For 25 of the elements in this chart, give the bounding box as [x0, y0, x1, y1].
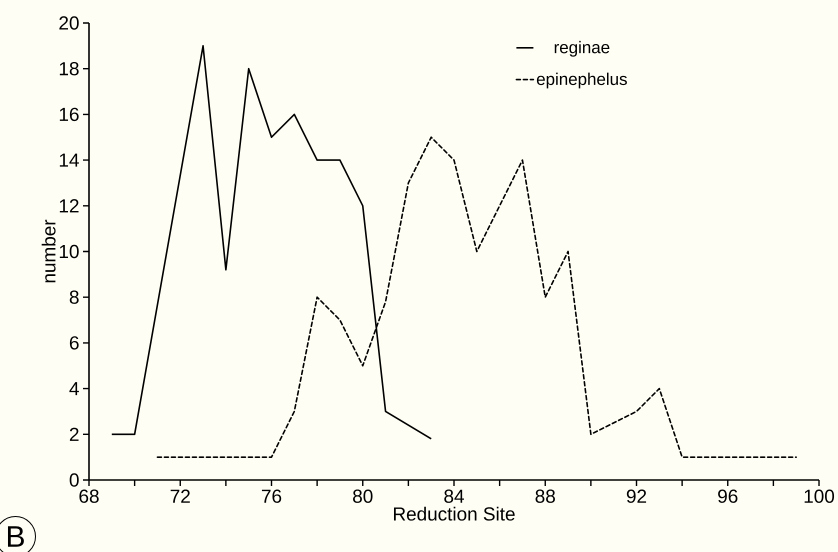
- y-tick-label: 20: [59, 16, 79, 30]
- x-tick-label: 68: [79, 490, 99, 503]
- y-tick-label: 12: [60, 199, 79, 212]
- y-tick-label: 18: [60, 62, 79, 76]
- y-tick-label: 2: [70, 428, 79, 441]
- text: B: [8, 526, 24, 547]
- x-tick-label: 72: [170, 490, 190, 503]
- y-tick-label: 16: [60, 108, 79, 122]
- legend-label: epinephelus: [536, 72, 627, 88]
- x-axis-title: Reduction Site: [394, 506, 515, 521]
- x-tick-label: 92: [626, 490, 646, 503]
- y-axis-title: number: [42, 220, 56, 282]
- legend-label: reginae: [554, 40, 610, 57]
- x-tick-label: 96: [718, 490, 738, 503]
- x-tick-label: 88: [536, 490, 555, 503]
- y-tick-label: 6: [70, 336, 79, 350]
- y-tick-label: 4: [69, 382, 79, 396]
- x-tick-label: 100: [804, 490, 834, 503]
- y-tick-label: 0: [70, 473, 79, 487]
- x-tick-label: 76: [262, 490, 282, 503]
- y-tick-label: 8: [70, 290, 79, 304]
- x-tick-label: 80: [353, 490, 373, 503]
- y-tick-label: 10: [60, 244, 79, 258]
- y-tick-label: 14: [60, 154, 79, 167]
- x-tick-label: 84: [444, 490, 464, 503]
